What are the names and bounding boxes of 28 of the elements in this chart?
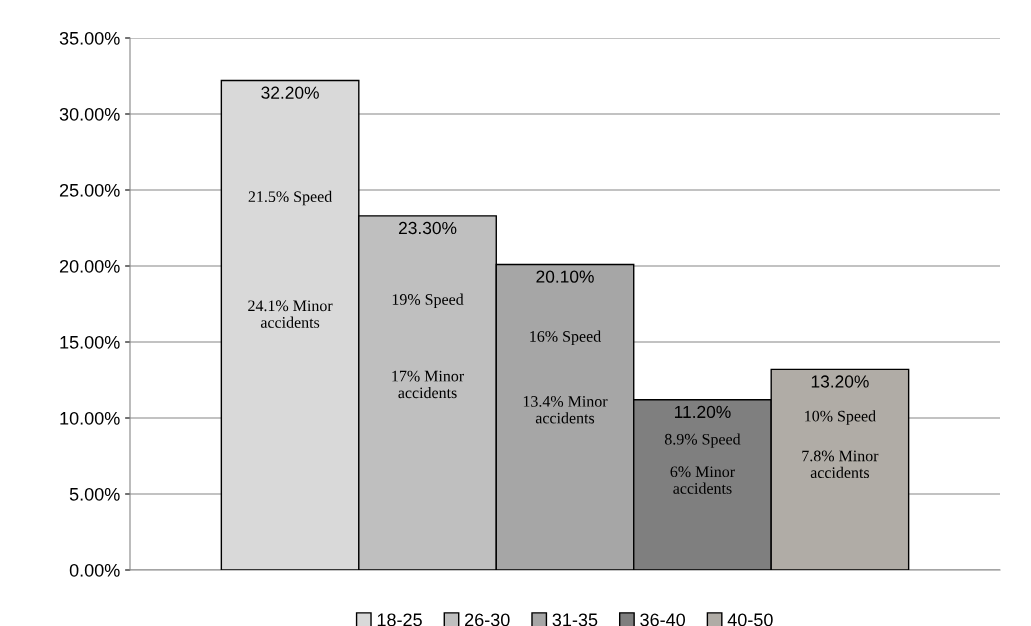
annotation: 17% Minor accidents — [392, 370, 464, 399]
annotation: 13.4% Minor accidents — [523, 396, 608, 424]
annotation: 24.1% Minor accidents — [248, 300, 333, 328]
y-tick-label: 20.00% — [59, 259, 120, 273]
y-tick-label: 10.00% — [60, 411, 120, 425]
legend-label: 40-50 — [727, 613, 773, 626]
y-tick-label: 15.00% — [60, 335, 120, 349]
annotation: 10% Speed — [805, 410, 876, 425]
data-label: 20.10% — [536, 270, 594, 283]
y-tick-label: 0.00% — [69, 563, 120, 577]
annotation: 16% Speed — [530, 330, 601, 346]
annotation: 7.8% Minor accidents — [802, 450, 879, 479]
data-label: 13.20% — [811, 375, 869, 388]
data-label: 23.30% — [398, 221, 457, 235]
legend-label: 36-40 — [640, 613, 686, 626]
y-tick-label: 35.00% — [59, 31, 120, 45]
y-tick-label: 30.00% — [59, 107, 120, 121]
annotation: 19% Speed — [392, 293, 464, 309]
data-label: 11.20% — [674, 405, 731, 419]
legend-label: 31-35 — [552, 613, 598, 626]
data-label: 32.20% — [261, 86, 319, 99]
y-tick-label: 5.00% — [69, 487, 120, 501]
legend-label: 18-25 — [377, 613, 422, 626]
annotation: 6% Minor accidents — [670, 466, 735, 494]
legend-label: 26-30 — [465, 613, 510, 626]
annotation: 8.9% Speed — [664, 433, 741, 448]
annotation: 21.5% Speed — [248, 190, 333, 206]
y-tick-label: 25.00% — [59, 183, 120, 197]
